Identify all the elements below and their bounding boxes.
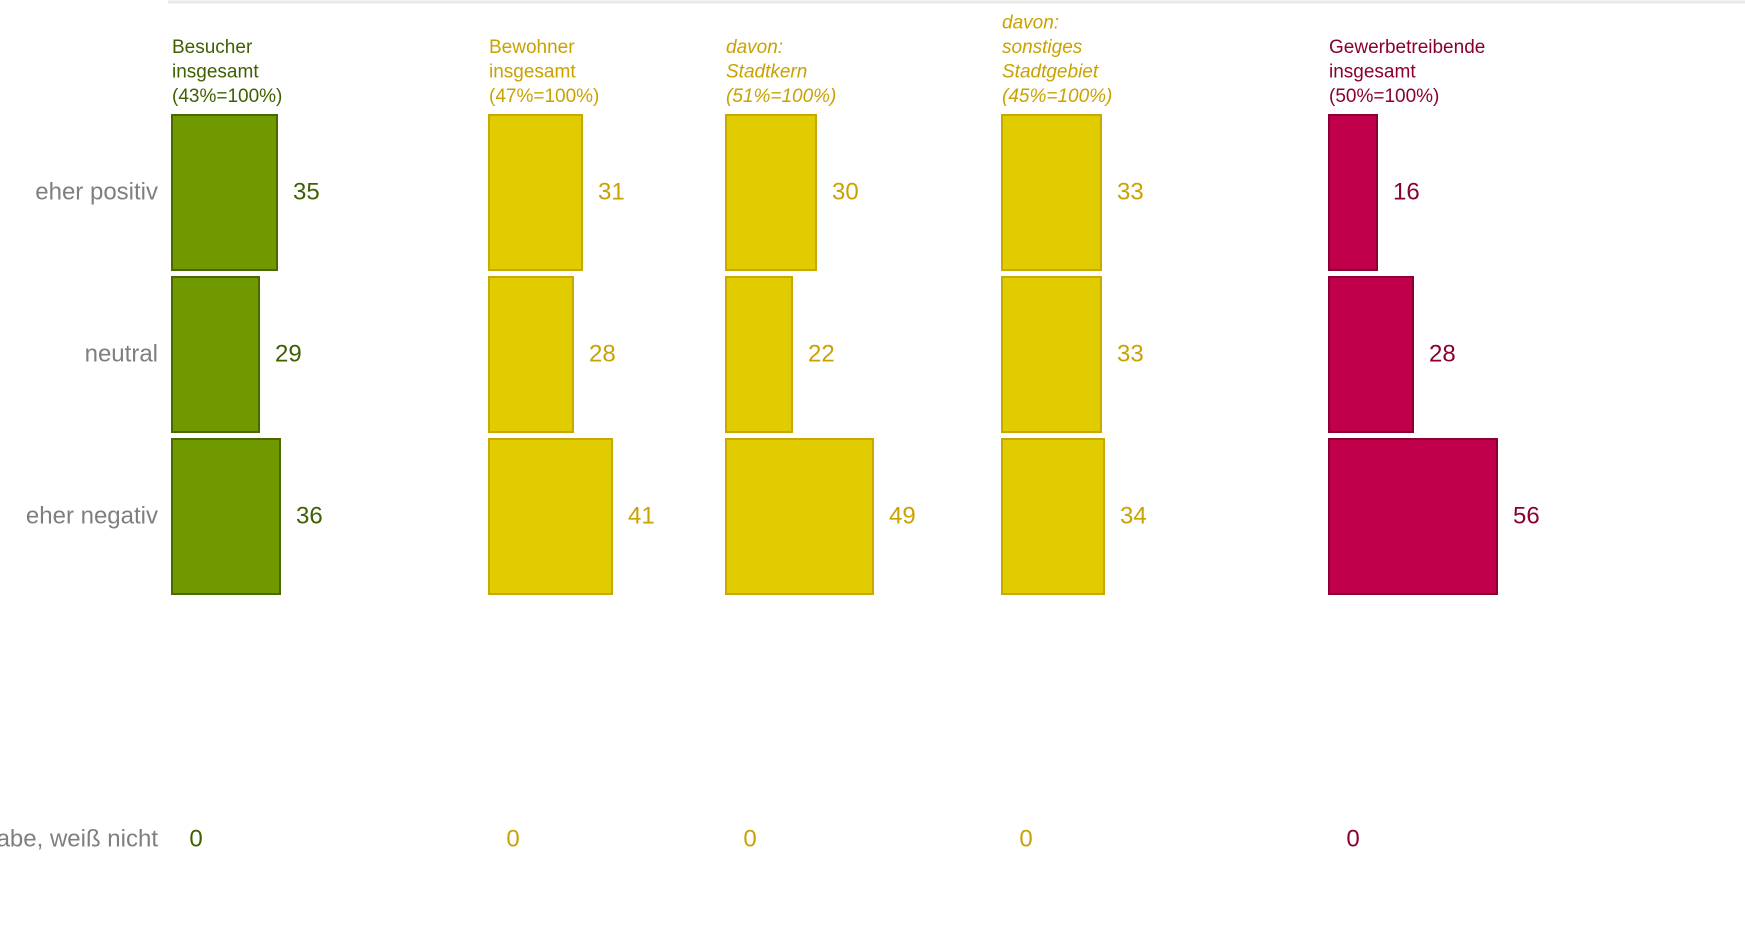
value-label: 41 (628, 502, 655, 529)
series-label-line: Bewohner (489, 37, 575, 58)
value-label: 0 (189, 825, 202, 852)
series-group-2: davon: Stadtkern (51%=100%) 30 22 49 0 (725, 37, 916, 852)
series-label-line: Gewerbetreibende (1329, 37, 1485, 58)
bar (1328, 438, 1498, 595)
bar (725, 438, 874, 595)
category-label-2: eher negativ (26, 502, 158, 529)
value-label: 35 (293, 178, 320, 205)
series-label-line: sonstiges (1002, 37, 1083, 58)
value-label: 16 (1393, 178, 1420, 205)
series-label-line: insgesamt (489, 62, 576, 83)
bar (1001, 276, 1102, 433)
bar (488, 276, 574, 433)
series-group-4: Gewerbetreibende insgesamt (50%=100%) 16 28 5… (1328, 37, 1540, 852)
series-label-line: insgesamt (1329, 62, 1416, 83)
bar (725, 276, 793, 433)
value-label: 0 (506, 825, 519, 852)
series-label-line: (45%=100%) (1002, 86, 1112, 107)
value-label: 36 (296, 502, 323, 529)
value-label: 0 (1019, 825, 1032, 852)
bar (1001, 114, 1102, 271)
bar (725, 114, 817, 271)
value-label: 30 (832, 178, 859, 205)
series-label-line: davon: (1002, 13, 1059, 34)
category-labels: eher positiv neutral eher negativ keine Ang… (0, 178, 158, 852)
bar (1328, 276, 1414, 433)
category-label-1: neutral (85, 340, 158, 367)
series-group-3: davon: sonstiges Stadtgebiet (45%=100%) 33 33… (1001, 13, 1147, 852)
value-label: 31 (598, 178, 625, 205)
category-label-3: keine Angabe, weiß nicht (0, 825, 158, 852)
series-group-0: Besucher insgesamt (43%=100%) 35 29 36 0 (171, 37, 323, 852)
series-groups: Besucherinsgesamt(43%=100%)3529360Bewohn… (171, 13, 1540, 852)
value-label: 0 (1346, 825, 1359, 852)
category-label-0: eher positiv (35, 178, 158, 205)
value-label: 56 (1513, 502, 1540, 529)
series-label-line: Stadtkern (726, 62, 807, 83)
value-label: 0 (743, 825, 756, 852)
series-label-line: davon: (726, 37, 783, 58)
bar (171, 114, 278, 271)
value-label: 33 (1117, 178, 1144, 205)
bar (171, 276, 260, 433)
series-label-line: (51%=100%) (726, 86, 836, 107)
value-label: 28 (1429, 340, 1456, 367)
value-label: 28 (589, 340, 616, 367)
bar (1328, 114, 1378, 271)
value-label: 22 (808, 340, 835, 367)
bar (1001, 438, 1105, 595)
value-label: 33 (1117, 340, 1144, 367)
bar (488, 114, 583, 271)
series-label-line: (50%=100%) (1329, 86, 1439, 107)
series-label-line: (47%=100%) (489, 86, 599, 107)
series-label-line: Besucher (172, 37, 253, 58)
series-label-line: Stadtgebiet (1002, 62, 1099, 83)
series-group-1: Bewohner insgesamt (47%=100%) 31 28 41 0 (488, 37, 655, 852)
value-label: 34 (1120, 502, 1147, 529)
series-label-line: (43%=100%) (172, 86, 282, 107)
bar (488, 438, 613, 595)
bar (171, 438, 281, 595)
value-label: 29 (275, 340, 302, 367)
series-label-line: insgesamt (172, 62, 259, 83)
value-label: 49 (889, 502, 916, 529)
